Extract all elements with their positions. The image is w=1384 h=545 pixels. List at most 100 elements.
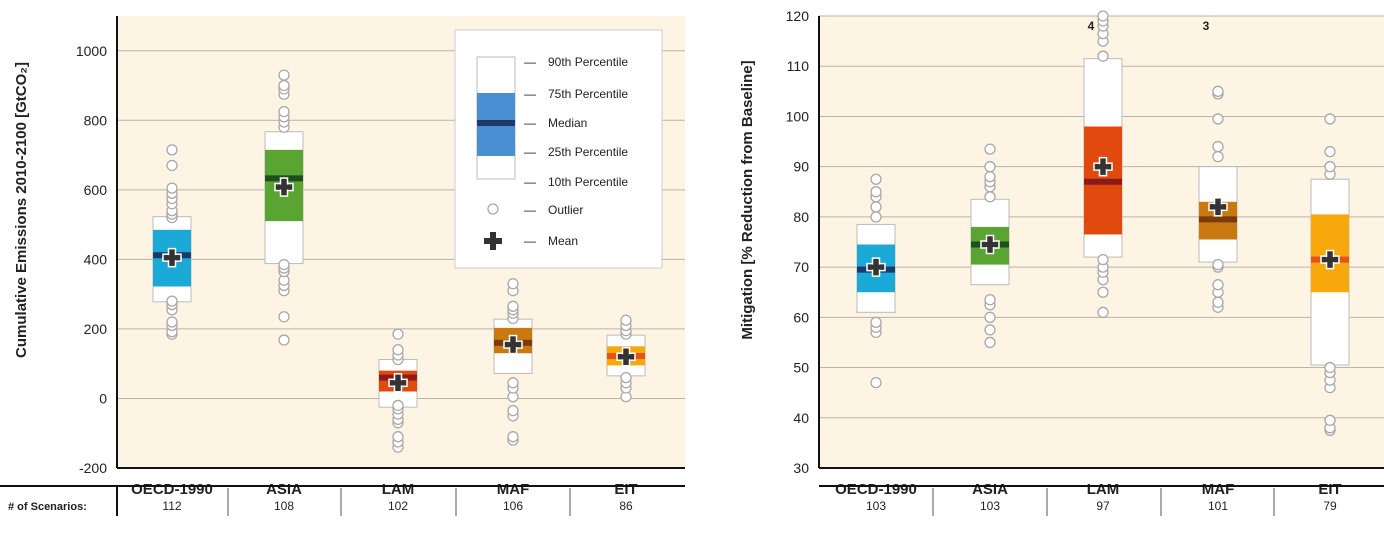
mean-marker — [866, 257, 886, 277]
mean-h-fill — [276, 184, 292, 190]
outlier-point — [278, 69, 290, 81]
y-tick-label: 70 — [793, 259, 809, 275]
outlier-point — [870, 376, 882, 389]
outlier-point — [278, 258, 290, 271]
outlier-point — [1324, 161, 1336, 173]
y-tick-label: 60 — [793, 309, 809, 325]
box-maf — [1198, 85, 1238, 313]
x-category-label: EIT — [1318, 481, 1341, 498]
y-tick-label: 600 — [84, 182, 108, 198]
x-category-label: ASIA — [972, 481, 1008, 498]
outlier-point — [870, 173, 882, 185]
mean-h-fill — [982, 242, 998, 248]
outlier-point — [620, 314, 632, 326]
outlier-point — [1324, 361, 1336, 374]
box-eit — [1310, 113, 1350, 436]
outlier-point — [392, 431, 404, 443]
outlier-point — [984, 311, 996, 323]
legend-swatch-outlier — [487, 203, 499, 215]
box-oecd-1990 — [856, 173, 896, 389]
outlier-point — [1212, 296, 1224, 308]
y-tick-label: 90 — [793, 159, 809, 175]
scenario-count: 86 — [619, 499, 633, 513]
y-tick-label: 110 — [787, 58, 810, 74]
x-category-label: ASIA — [266, 481, 302, 498]
legend-item: 75th Percentile — [548, 87, 628, 101]
outlier-point — [1324, 113, 1336, 125]
outlier-point — [166, 295, 178, 307]
mean-marker — [1208, 197, 1228, 217]
x-category-label: MAF — [1202, 481, 1235, 498]
outlier-point — [507, 377, 519, 389]
mean-marker — [1320, 249, 1340, 270]
outlier-point — [870, 186, 882, 198]
outlier-point — [984, 143, 996, 155]
scenario-count-row: # of Scenarios: 112 108 102 106 86 — [0, 485, 685, 516]
outlier-point — [1097, 253, 1109, 266]
median-bar — [1199, 216, 1237, 223]
outlier-point — [1212, 258, 1224, 271]
count-row-label: # of Scenarios: — [8, 501, 87, 513]
outlier-point — [278, 334, 290, 346]
legend-swatch-mean — [484, 232, 502, 250]
legend-item: Outlier — [548, 203, 583, 217]
outlier-point — [166, 316, 178, 328]
y-tick-label: 400 — [84, 251, 108, 267]
mean-h-fill — [164, 255, 180, 261]
x-category-label: MAF — [497, 481, 530, 498]
legend-mean-v — [490, 232, 496, 250]
box-lam — [1083, 10, 1123, 318]
outlier-point — [1212, 85, 1224, 97]
outlier-point — [1324, 414, 1336, 426]
legend-dash: — — [524, 55, 536, 69]
mean-h-fill — [1210, 204, 1226, 210]
outlier-point — [1097, 50, 1109, 62]
outlier-point — [392, 399, 404, 412]
mean-marker — [162, 247, 182, 268]
y-tick-label: 30 — [793, 460, 809, 476]
outlier-point — [1097, 306, 1109, 318]
scenario-count: 101 — [1208, 499, 1228, 513]
outlier-point — [984, 191, 996, 203]
outlier-point — [1097, 10, 1109, 22]
legend-dash: — — [524, 145, 536, 159]
box-eit — [606, 314, 646, 403]
mean-h-fill — [390, 380, 406, 386]
outlier-point — [507, 278, 519, 290]
outlier-point — [984, 171, 996, 183]
legend-item: 90th Percentile — [548, 55, 628, 69]
legend-item: Mean — [548, 234, 578, 248]
x-category-label: OECD-1990 — [131, 481, 213, 498]
mean-marker — [980, 234, 1000, 255]
chart-2: 30 40 50 60 70 80 90 100 110 120 Mitigation [% Red… — [739, 8, 1384, 516]
x-category-label: EIT — [614, 481, 637, 498]
legend-dash: — — [524, 234, 536, 248]
legend-swatch-median — [477, 120, 515, 126]
scenario-count: 108 — [274, 499, 294, 513]
outlier-point — [984, 294, 996, 306]
outlier-point — [984, 324, 996, 336]
scenario-count: 97 — [1096, 499, 1110, 513]
mean-marker — [616, 346, 636, 367]
outlier-point — [1212, 150, 1224, 163]
x-category-label: LAM — [382, 481, 415, 498]
legend-item: 10th Percentile — [548, 175, 628, 189]
outlier-point — [392, 344, 404, 356]
mean-h-fill — [868, 264, 884, 270]
scenario-count: 103 — [980, 499, 1000, 513]
x-category-label: OECD-1990 — [835, 481, 917, 498]
outlier-point — [507, 404, 519, 417]
y-tick-label: 0 — [99, 390, 107, 406]
legend-dash: — — [524, 87, 536, 101]
y-tick-label: 100 — [786, 108, 810, 124]
mean-h-fill — [618, 354, 634, 360]
outlier-point — [1212, 140, 1224, 153]
y-tick-label: 1000 — [76, 43, 107, 59]
mean-h-fill — [505, 342, 521, 348]
annotation-label: 4 — [1088, 19, 1095, 33]
legend-dash: — — [524, 175, 536, 189]
annotation-label: 3 — [1203, 19, 1210, 33]
outlier-point — [1324, 145, 1336, 158]
outlier-point — [166, 159, 178, 172]
